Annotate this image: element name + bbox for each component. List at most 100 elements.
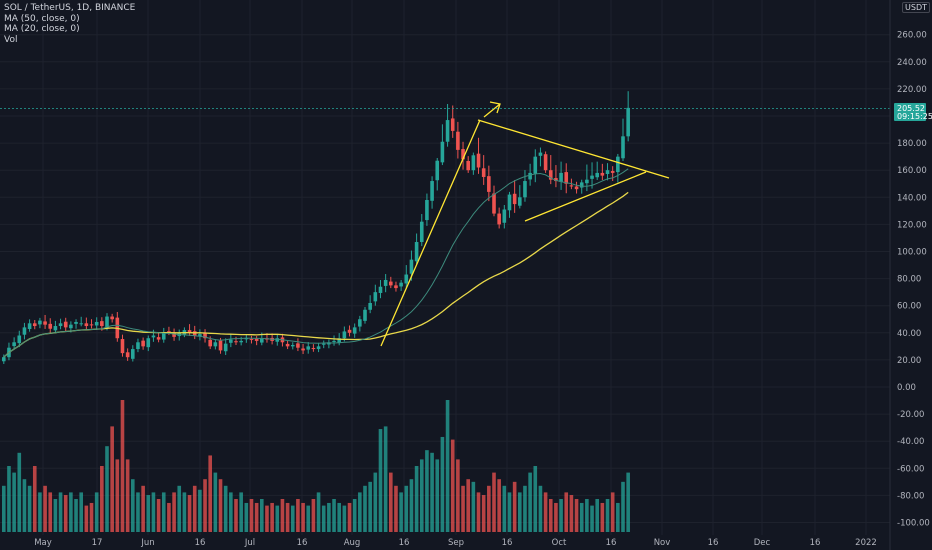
- volume-bar: [2, 485, 6, 532]
- candle-body: [512, 193, 517, 205]
- pennant-upper-line[interactable]: [477, 119, 670, 179]
- y-tick-label: 40.00: [897, 329, 921, 339]
- candle-body: [383, 279, 388, 286]
- x-tick-label: 16: [195, 538, 206, 548]
- candle-body: [125, 352, 130, 358]
- candle-body: [347, 329, 352, 333]
- ma50-legend[interactable]: MA (50, close, 0): [4, 13, 80, 24]
- time-axis[interactable]: May 17 Jun 16 Jul 16 Aug 16 Sep 16 Oct 16 Nov 16 Dec 16…: [34, 538, 877, 548]
- candle-body: [445, 120, 450, 142]
- y-tick-label: 80.00: [897, 275, 921, 285]
- price-axis[interactable]: 260.00240.00220.00200.00180.00160.00140.…: [889, 0, 930, 550]
- ma20-legend[interactable]: MA (20, close, 0): [4, 24, 80, 34]
- y-tick-label: 140.00: [897, 193, 927, 203]
- candle-body: [260, 338, 264, 343]
- volume-bar: [218, 479, 223, 532]
- volume-bar: [600, 502, 605, 532]
- candle-body: [74, 321, 78, 324]
- candle-body: [141, 340, 145, 347]
- candle-body: [53, 326, 58, 331]
- candle-body: [172, 332, 176, 337]
- x-tick-label: 2022: [855, 538, 877, 548]
- volume-bar: [38, 492, 42, 532]
- volume-bar: [316, 492, 321, 532]
- candle-body: [440, 141, 445, 163]
- candle-body: [27, 323, 32, 330]
- volume-bar: [450, 439, 455, 532]
- candle-body: [2, 357, 6, 362]
- volume-bar: [125, 459, 130, 532]
- trendline-drawings[interactable]: [380, 101, 670, 347]
- volume-bar: [167, 502, 171, 532]
- volume-bar: [430, 452, 434, 532]
- volume-bar: [548, 499, 553, 532]
- candle-body: [161, 332, 166, 340]
- candle-body: [58, 323, 63, 327]
- x-tick-label: Jul: [244, 538, 255, 548]
- volume-legend[interactable]: Vol: [4, 34, 18, 45]
- volume-bar: [389, 472, 393, 532]
- candle-body: [321, 343, 326, 345]
- candle-body: [502, 209, 507, 223]
- volume-bar: [244, 502, 249, 532]
- candle-body: [198, 334, 202, 337]
- candle-body: [110, 316, 114, 320]
- currency-badge[interactable]: USDT: [902, 2, 930, 13]
- volume-bar: [321, 505, 326, 532]
- volume-bar: [518, 492, 522, 532]
- volume-bar: [383, 426, 388, 532]
- volume-bar: [528, 472, 532, 532]
- volume-bar: [347, 502, 352, 532]
- candle-body: [425, 200, 429, 221]
- candle-body: [626, 107, 630, 137]
- candle-body: [89, 324, 94, 326]
- volume-bar: [53, 499, 58, 532]
- candle-body: [94, 321, 99, 326]
- countdown-label: 09:15:25: [897, 112, 932, 121]
- volume-bar: [358, 492, 362, 532]
- volume-bar: [327, 502, 331, 532]
- volume-bar: [229, 492, 233, 532]
- candle-body: [476, 153, 481, 168]
- candle-body: [342, 331, 347, 339]
- candle-body: [208, 339, 212, 347]
- volume-bar: [203, 479, 207, 532]
- volume-bar: [182, 492, 187, 532]
- flagpole-line[interactable]: [380, 119, 481, 347]
- x-tick-label: Oct: [552, 538, 567, 548]
- arrow-shaft[interactable]: [483, 103, 501, 118]
- volume-bar: [7, 466, 11, 532]
- candle-body: [389, 281, 393, 286]
- volume-bar: [425, 450, 429, 532]
- x-tick-label: 16: [810, 538, 821, 548]
- volume-bar: [58, 492, 63, 532]
- volume-bar: [27, 485, 32, 532]
- volume-bar: [616, 502, 620, 532]
- volume-bar: [419, 459, 424, 532]
- candle-body: [120, 339, 125, 354]
- volume-bar: [538, 485, 543, 532]
- candle-body: [404, 274, 409, 284]
- volume-bar: [234, 499, 238, 532]
- volume-bar: [89, 502, 94, 532]
- volume-bar: [198, 489, 202, 532]
- x-tick-label: 16: [708, 538, 719, 548]
- volume-bar: [280, 499, 285, 532]
- volume-bar: [435, 459, 440, 532]
- volume-bar: [306, 505, 311, 532]
- y-tick-label: 120.00: [897, 220, 927, 230]
- candle-body: [100, 321, 104, 327]
- candle-body: [306, 346, 311, 350]
- candle-body: [254, 338, 259, 341]
- ma50-line: [3, 191, 629, 358]
- candle-body: [538, 152, 543, 156]
- candle-body: [244, 338, 249, 340]
- y-tick-label: -40.00: [897, 437, 924, 447]
- candle-body: [48, 323, 53, 329]
- pennant-lower-line[interactable]: [524, 171, 647, 222]
- volume-bar: [440, 436, 445, 532]
- symbol-label[interactable]: SOL / TetherUS, 1D, BINANCE: [4, 3, 136, 13]
- candle-body: [481, 168, 486, 177]
- y-tick-label: 100.00: [897, 248, 927, 258]
